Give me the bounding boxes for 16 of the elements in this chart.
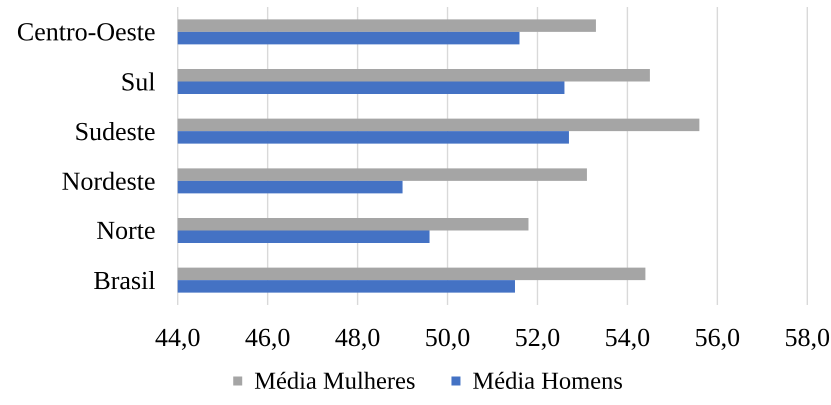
x-tick-label: 58,0 — [786, 328, 830, 350]
y-tick-label: Centro-Oeste — [18, 23, 155, 41]
x-tick-label: 46,0 — [245, 328, 290, 350]
y-tick-label: Sudeste — [76, 122, 155, 140]
x-tick-label: 50,0 — [426, 328, 470, 350]
y-tick-label: Sul — [122, 72, 155, 91]
x-tick-label: 52,0 — [516, 328, 560, 350]
x-tick-label: 48,0 — [335, 328, 380, 350]
y-tick-label: Norte — [97, 222, 155, 240]
x-tick-label: 54,0 — [606, 328, 650, 350]
legend-label: Média Mulheres — [254, 372, 415, 389]
x-tick-label: 56,0 — [696, 328, 740, 350]
y-tick-label: Nordeste — [62, 172, 155, 190]
y-tick-label: Brasil — [94, 271, 155, 290]
legend-label: Média Homens — [473, 372, 622, 389]
x-tick-label: 44,0 — [155, 328, 200, 350]
